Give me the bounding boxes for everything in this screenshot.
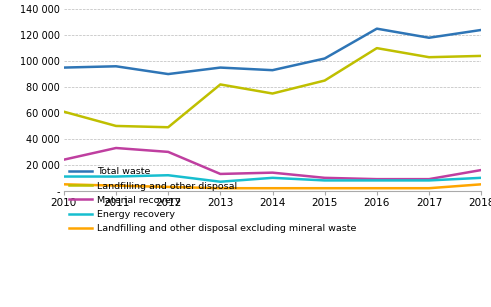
Landfilling and other disposal excluding mineral waste: [478, 182, 484, 186]
Landfilling and other disposal: [270, 92, 275, 95]
Energy recovery: [165, 173, 171, 177]
Legend: Total waste, Landfilling and other disposal, Material recovery, Energy recovery,: Total waste, Landfilling and other dispo…: [69, 167, 356, 233]
Line: Energy recovery: Energy recovery: [64, 175, 481, 182]
Total waste: [165, 72, 171, 76]
Energy recovery: [374, 179, 380, 182]
Landfilling and other disposal excluding mineral waste: [61, 182, 67, 186]
Landfilling and other disposal excluding mineral waste: [374, 186, 380, 190]
Total waste: [270, 68, 275, 72]
Landfilling and other disposal excluding mineral waste: [426, 186, 432, 190]
Total waste: [426, 36, 432, 40]
Line: Landfilling and other disposal excluding mineral waste: Landfilling and other disposal excluding…: [64, 184, 481, 188]
Energy recovery: [61, 175, 67, 178]
Landfilling and other disposal: [218, 83, 223, 86]
Material recovery: [322, 176, 327, 180]
Landfilling and other disposal excluding mineral waste: [322, 186, 327, 190]
Material recovery: [61, 158, 67, 161]
Landfilling and other disposal excluding mineral waste: [218, 186, 223, 190]
Material recovery: [426, 177, 432, 181]
Material recovery: [218, 172, 223, 176]
Total waste: [218, 66, 223, 69]
Material recovery: [165, 150, 171, 154]
Line: Landfilling and other disposal: Landfilling and other disposal: [64, 48, 481, 127]
Landfilling and other disposal: [478, 54, 484, 58]
Energy recovery: [218, 180, 223, 184]
Energy recovery: [322, 179, 327, 182]
Landfilling and other disposal: [61, 110, 67, 114]
Total waste: [478, 28, 484, 32]
Energy recovery: [270, 176, 275, 180]
Material recovery: [478, 168, 484, 172]
Landfilling and other disposal: [426, 55, 432, 59]
Energy recovery: [426, 179, 432, 182]
Material recovery: [374, 177, 380, 181]
Landfilling and other disposal excluding mineral waste: [113, 184, 119, 188]
Landfilling and other disposal excluding mineral waste: [165, 185, 171, 189]
Energy recovery: [478, 176, 484, 180]
Landfilling and other disposal: [322, 79, 327, 82]
Total waste: [374, 27, 380, 30]
Material recovery: [270, 171, 275, 174]
Energy recovery: [113, 175, 119, 178]
Material recovery: [113, 146, 119, 150]
Landfilling and other disposal: [165, 125, 171, 129]
Total waste: [113, 64, 119, 68]
Line: Total waste: Total waste: [64, 29, 481, 74]
Total waste: [322, 57, 327, 60]
Landfilling and other disposal: [113, 124, 119, 128]
Line: Material recovery: Material recovery: [64, 148, 481, 179]
Landfilling and other disposal excluding mineral waste: [270, 186, 275, 190]
Landfilling and other disposal: [374, 46, 380, 50]
Total waste: [61, 66, 67, 69]
